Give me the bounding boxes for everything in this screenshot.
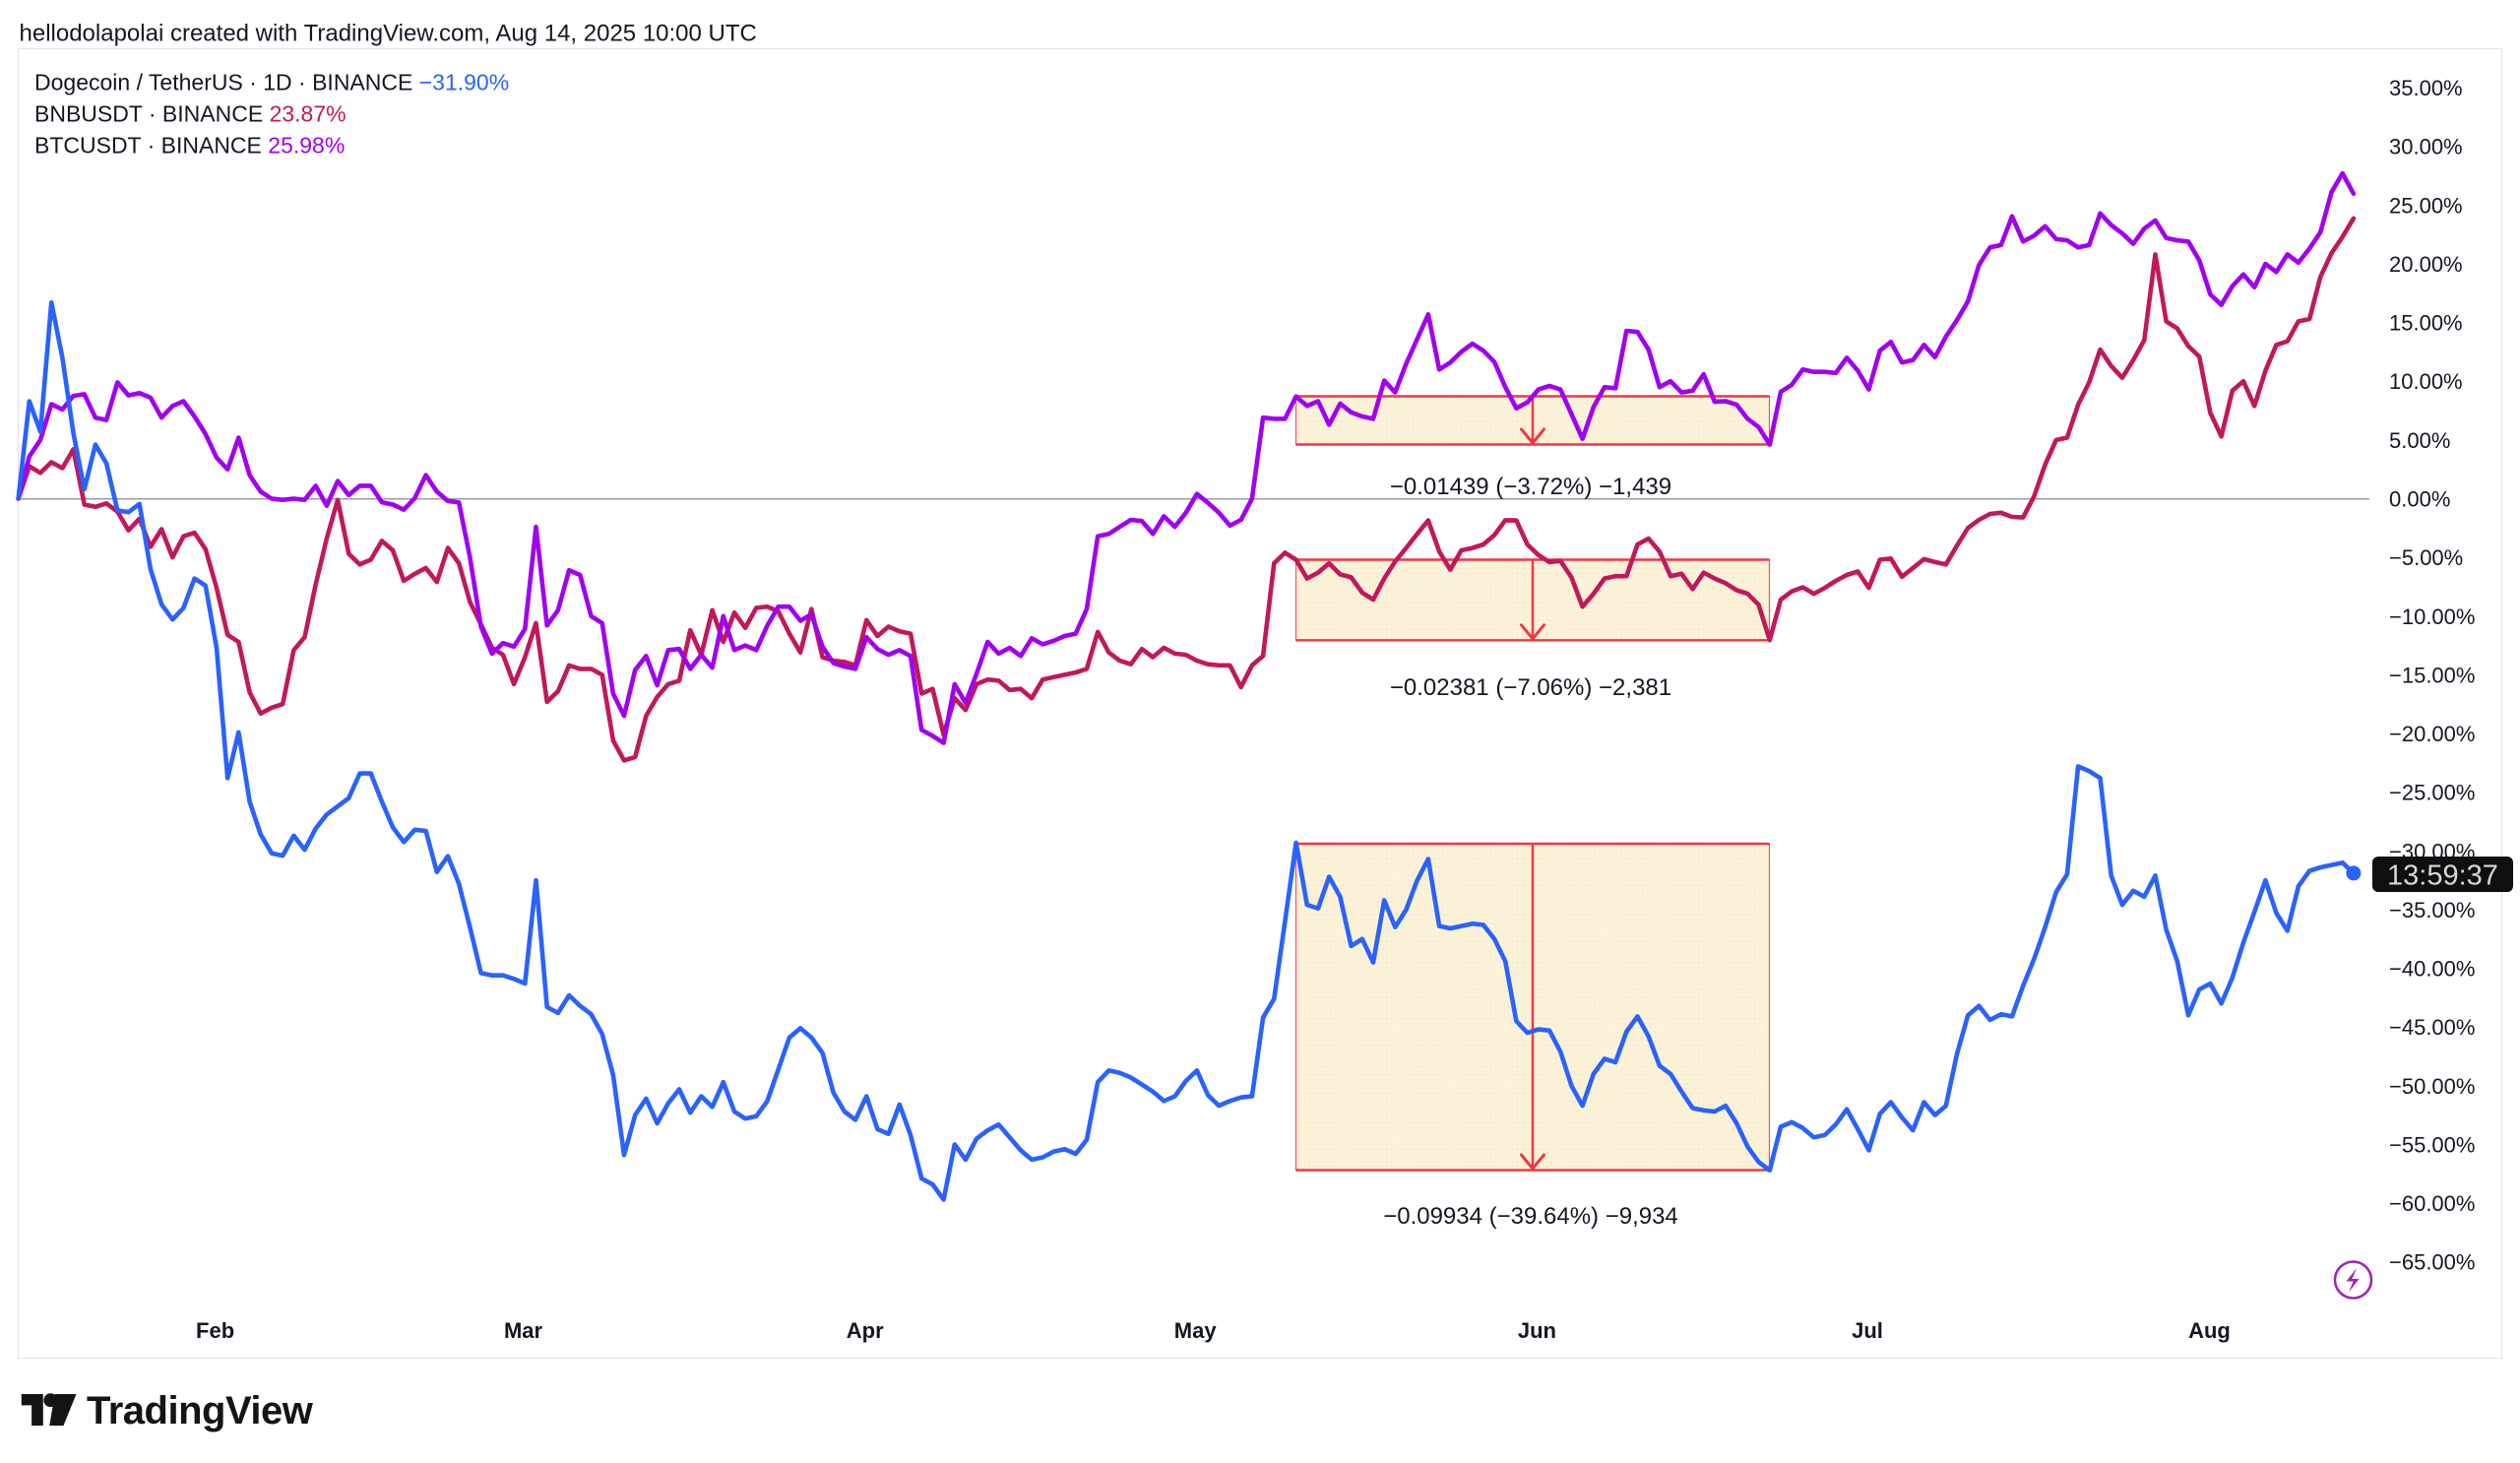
svg-text:Dogecoin / TetherUS · 1D · BIN: Dogecoin / TetherUS · 1D · BINANCE −31.9… <box>34 69 509 95</box>
svg-text:−55.00%: −55.00% <box>2389 1132 2475 1157</box>
svg-text:Mar: Mar <box>504 1318 543 1343</box>
svg-text:30.00%: 30.00% <box>2389 135 2463 159</box>
svg-text:−50.00%: −50.00% <box>2389 1074 2475 1099</box>
svg-text:−45.00%: −45.00% <box>2389 1015 2475 1040</box>
svg-text:Feb: Feb <box>196 1318 234 1343</box>
svg-text:−35.00%: −35.00% <box>2389 898 2475 922</box>
svg-text:5.00%: 5.00% <box>2389 428 2450 453</box>
svg-text:−25.00%: −25.00% <box>2389 781 2475 805</box>
svg-text:15.00%: 15.00% <box>2389 311 2463 336</box>
svg-text:Aug: Aug <box>2188 1318 2231 1343</box>
svg-text:−0.01439 (−3.72%) −1,439: −0.01439 (−3.72%) −1,439 <box>1390 474 1671 500</box>
svg-text:May: May <box>1174 1318 1218 1343</box>
svg-text:−60.00%: −60.00% <box>2389 1191 2475 1216</box>
svg-text:BTCUSDT · BINANCE 25.98%: BTCUSDT · BINANCE 25.98% <box>34 132 345 158</box>
svg-text:Apr: Apr <box>847 1318 884 1343</box>
svg-text:−5.00%: −5.00% <box>2389 545 2463 570</box>
svg-text:−10.00%: −10.00% <box>2389 604 2475 629</box>
svg-text:−15.00%: −15.00% <box>2389 663 2475 687</box>
svg-text:−0.02381 (−7.06%) −2,381: −0.02381 (−7.06%) −2,381 <box>1390 674 1671 701</box>
svg-text:BNBUSDT · BINANCE 23.87%: BNBUSDT · BINANCE 23.87% <box>34 100 346 126</box>
svg-text:−40.00%: −40.00% <box>2389 957 2475 982</box>
svg-text:−0.09934 (−39.64%) −9,934: −0.09934 (−39.64%) −9,934 <box>1383 1203 1678 1230</box>
svg-text:Jul: Jul <box>1852 1318 1883 1343</box>
svg-text:TradingView: TradingView <box>87 1389 314 1432</box>
svg-text:20.00%: 20.00% <box>2389 252 2463 277</box>
svg-text:Jun: Jun <box>1518 1318 1556 1343</box>
svg-text:0.00%: 0.00% <box>2389 487 2450 512</box>
svg-text:35.00%: 35.00% <box>2389 76 2463 100</box>
svg-text:−20.00%: −20.00% <box>2389 722 2475 746</box>
svg-text:25.00%: 25.00% <box>2389 193 2463 218</box>
svg-text:hellodolapolai created with Tr: hellodolapolai created with TradingView.… <box>20 21 757 47</box>
svg-text:10.00%: 10.00% <box>2389 369 2463 394</box>
svg-text:−65.00%: −65.00% <box>2389 1250 2475 1275</box>
svg-text:13:59:37: 13:59:37 <box>2387 860 2498 892</box>
